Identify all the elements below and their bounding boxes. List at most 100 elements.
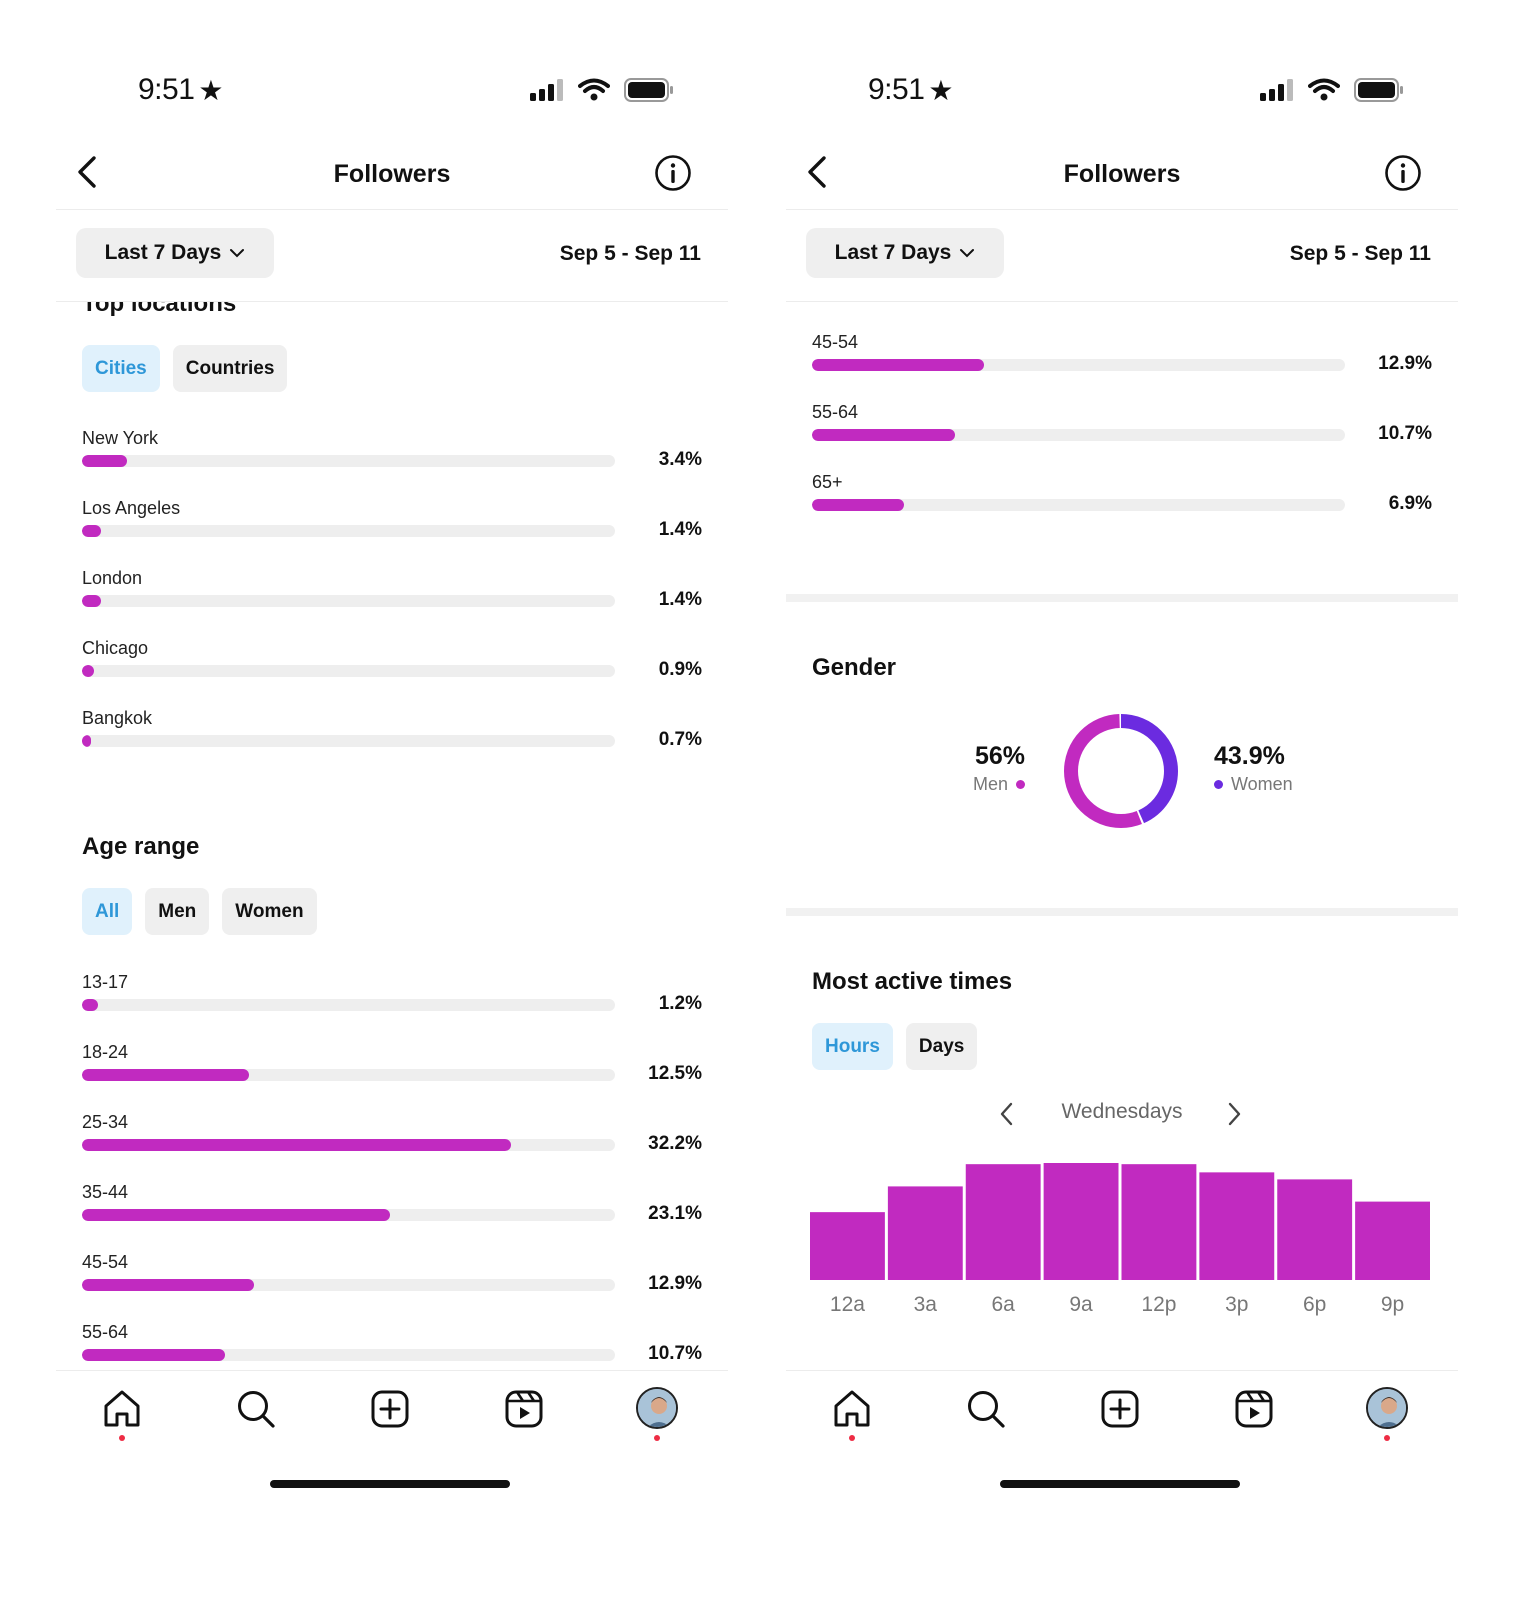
filter-bar: Last 7 Days Sep 5 - Sep 11 [56,210,728,302]
hist-tick-label: 3p [1225,1293,1248,1316]
date-range: Sep 5 - Sep 11 [1289,242,1431,265]
bar-fill [82,1139,511,1151]
bar-fill [812,429,955,441]
bar-fill [82,735,91,747]
gender-title: Gender [812,654,897,681]
section-divider [786,594,1458,602]
info-icon[interactable] [654,154,692,192]
reels-icon[interactable] [502,1387,546,1431]
chip-all[interactable]: All [82,888,133,935]
back-icon[interactable] [72,154,102,190]
bar-track [82,1209,615,1221]
bar-track [812,429,1345,441]
bar-label: 18-24 [82,1042,129,1062]
chevron-down-icon [230,249,245,258]
men-dot-icon [1016,780,1025,789]
bar-value: 10.7% [648,1343,702,1364]
bar-value: 0.9% [658,659,702,680]
status-time: 9:51 ★ [138,73,223,107]
profile-avatar[interactable] [636,1387,678,1429]
active-times-svg: 12a 3a 6a 9a 12p 3p 6p 9p [810,1163,1430,1316]
bar-label: Chicago [82,638,149,658]
bar-track [82,1069,615,1081]
bar-track [812,499,1345,511]
chip-hours[interactable]: Hours [812,1023,893,1070]
navbar: Followers [56,140,728,210]
bar-row: London 1.4% [82,568,702,628]
gender-donut [1064,714,1178,828]
period-label: Last 7 Days [104,241,222,264]
create-icon[interactable] [368,1387,412,1431]
bar-track [82,1139,615,1151]
bar-value: 10.7% [1378,423,1432,444]
chip-men[interactable]: Men [145,888,210,935]
bar-value: 12.9% [648,1273,702,1294]
bar-value: 1.4% [658,519,702,540]
back-icon[interactable] [802,154,832,190]
period-dropdown[interactable]: Last 7 Days [806,228,1004,278]
bar-value: 3.4% [658,449,702,470]
bar-row: Chicago 0.9% [82,638,702,698]
age-range-title: Age range [82,833,200,860]
page-title: Followers [333,160,451,188]
battery-icon [1354,78,1403,102]
period-dropdown[interactable]: Last 7 Days [76,228,274,278]
bar-row: Los Angeles 1.4% [82,498,702,558]
avatar-image [638,1389,676,1427]
screen-right: 9:51 ★ Followers Last 7 Days [786,0,1458,1599]
wifi-icon [1308,78,1340,101]
chevron-right-icon[interactable] [1223,1100,1245,1128]
hist-tick-label: 6a [992,1293,1016,1316]
bar-row: 13-17 1.2% [82,972,702,1032]
bar-row: 65+ 6.9% [812,472,1432,532]
gender-chart: 56% Men 43.9% Women [786,712,1458,832]
bar-label: 35-44 [82,1182,129,1202]
info-icon[interactable] [1384,154,1422,192]
hist-bar [887,1186,963,1280]
chip-women[interactable]: Women [222,888,317,935]
search-icon[interactable] [234,1387,278,1431]
most-active-title: Most active times [812,968,1013,995]
women-dot-icon [1214,780,1223,789]
bar-label: Los Angeles [82,498,181,518]
hist-bar [965,1164,1041,1280]
bar-value: 12.5% [648,1063,702,1084]
search-icon[interactable] [964,1387,1008,1431]
bar-track [82,455,615,467]
home-icon[interactable] [100,1387,144,1431]
day-label: Wednesdays [1061,1100,1183,1123]
date-range: Sep 5 - Sep 11 [559,242,701,265]
reels-icon[interactable] [1232,1387,1276,1431]
bar-track [82,735,615,747]
home-icon[interactable] [830,1387,874,1431]
status-time: 9:51 ★ [868,73,953,107]
battery-icon [624,78,673,102]
active-times-chips: Hours Days [812,1023,978,1070]
bar-track [82,1349,615,1361]
bar-label: 25-34 [82,1112,129,1132]
chevron-left-icon[interactable] [996,1100,1018,1128]
chip-cities[interactable]: Cities [82,345,160,392]
chip-days[interactable]: Days [905,1023,978,1070]
bar-value: 12.9% [1378,353,1432,374]
profile-notification-dot [654,1435,660,1441]
bar-fill [82,999,98,1011]
chip-countries[interactable]: Countries [172,345,288,392]
signal-icon [530,79,563,101]
hist-bar [1355,1201,1430,1280]
bar-track [82,595,615,607]
bar-label: 13-17 [82,972,129,992]
hist-tick-label: 9p [1381,1293,1404,1316]
bar-fill [82,595,101,607]
gender-men-percent: 56% [974,742,1025,770]
bar-value: 23.1% [648,1203,702,1224]
bar-fill [82,1069,249,1081]
bar-row: 35-44 23.1% [82,1182,702,1242]
period-label: Last 7 Days [834,241,952,264]
bar-fill [82,525,101,537]
bar-label: Bangkok [82,708,153,728]
bar-row: New York 3.4% [82,428,702,488]
profile-avatar[interactable] [1366,1387,1408,1429]
bar-label: 65+ [812,472,843,492]
create-icon[interactable] [1098,1387,1142,1431]
